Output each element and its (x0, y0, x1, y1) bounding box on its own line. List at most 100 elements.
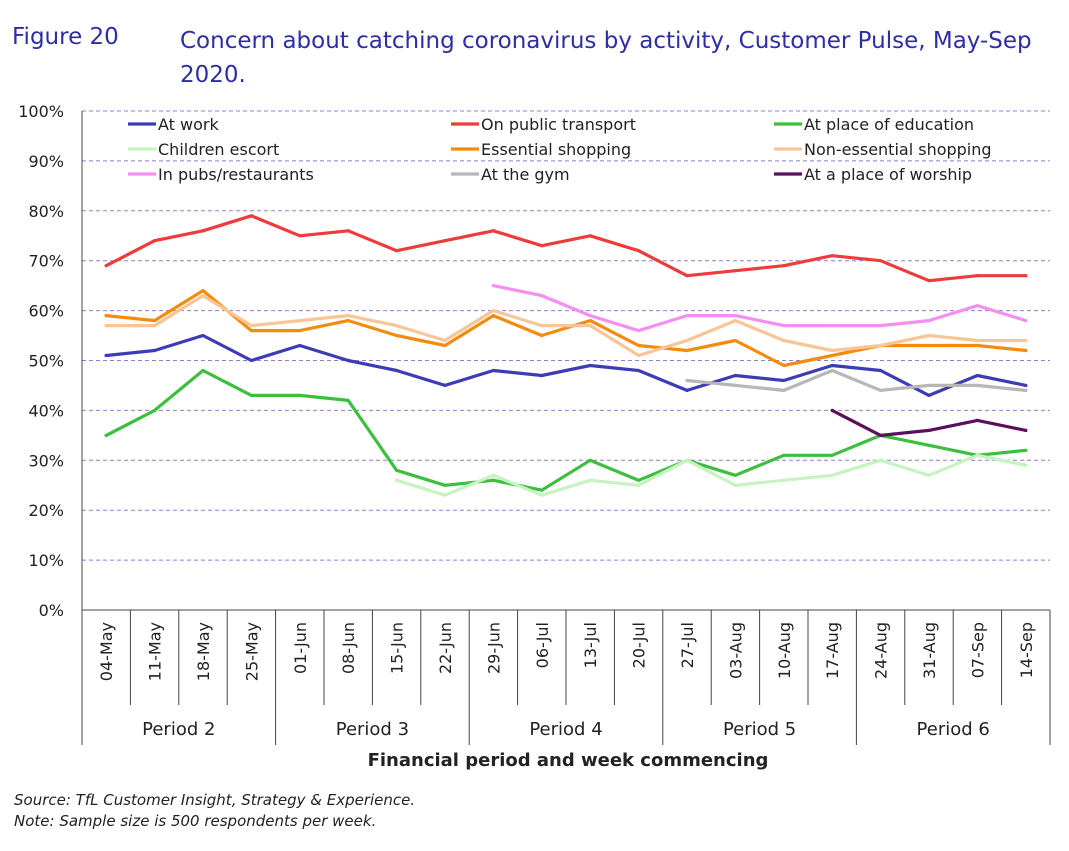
data-point (830, 348, 834, 353)
legend-item: In pubs/restaurants (128, 165, 314, 184)
data-point (830, 323, 834, 328)
legend-item: At a place of worship (774, 165, 972, 184)
source-note: Source: TfL Customer Insight, Strategy &… (14, 791, 416, 809)
figure-label: Figure 20 (12, 24, 119, 50)
data-point (975, 418, 980, 422)
series-line (685, 368, 1028, 392)
x-tick-label: 14-Sep (1017, 622, 1036, 678)
period-label: Period 3 (336, 719, 409, 740)
y-tick-label: 0% (39, 601, 64, 620)
y-tick-label: 20% (28, 501, 64, 520)
data-point (782, 323, 786, 328)
data-point (733, 383, 738, 388)
x-tick-label: 24-Aug (872, 622, 891, 679)
data-point (637, 353, 641, 358)
series-line (104, 333, 1028, 397)
data-point (395, 323, 399, 328)
data-point (588, 234, 592, 238)
legend-item: At work (128, 115, 219, 134)
data-point (733, 269, 738, 273)
series-line (491, 284, 1028, 333)
data-point (443, 493, 447, 497)
data-point (443, 483, 447, 487)
data-point (298, 318, 302, 323)
data-point (927, 343, 931, 348)
data-point (540, 294, 544, 298)
y-tick-label: 50% (28, 352, 64, 371)
legend-label: At a place of worship (804, 165, 972, 184)
x-tick-label: 07-Sep (968, 622, 987, 678)
data-point (104, 313, 108, 318)
x-tick-label: 22-Jun (436, 622, 455, 674)
data-point (975, 453, 980, 457)
x-tick-label: 13-Jul (581, 622, 600, 668)
data-point (733, 473, 738, 477)
data-point (830, 368, 834, 373)
line-chart: 0% 10% 20% 30% 40% 50% 60% 70% 80% 90% 100% 04-May 1… (18, 102, 1051, 771)
data-point (637, 483, 641, 487)
data-point (443, 383, 447, 388)
data-point (1024, 348, 1028, 353)
data-point (201, 294, 205, 298)
data-point (540, 244, 544, 248)
y-tick-label: 90% (28, 152, 64, 171)
data-point (491, 309, 495, 313)
data-point (395, 478, 399, 482)
data-point (346, 229, 350, 233)
data-point (637, 343, 641, 348)
data-point (830, 473, 834, 477)
sample-note: Note: Sample size is 500 respondents per… (14, 812, 377, 830)
data-point (443, 239, 447, 243)
data-point (1024, 274, 1028, 278)
y-tick-label: 10% (28, 551, 64, 570)
data-point (782, 388, 786, 393)
data-point (927, 383, 931, 388)
data-point (588, 318, 592, 323)
legend-label: In pubs/restaurants (158, 165, 314, 184)
data-point (782, 338, 786, 343)
data-point (927, 279, 931, 283)
data-point (733, 373, 738, 378)
data-point (491, 368, 495, 373)
legend-label: On public transport (481, 115, 636, 134)
data-point (685, 338, 689, 343)
x-tick-label: 17-Aug (823, 622, 842, 679)
legend-label: At place of education (804, 115, 974, 134)
data-point (927, 393, 931, 398)
data-point (1024, 318, 1028, 323)
data-point (685, 388, 689, 393)
data-point (104, 353, 108, 358)
period-label: Period 4 (529, 719, 602, 740)
data-point (201, 289, 205, 293)
data-point (975, 274, 980, 278)
x-tick-label: 10-Aug (775, 622, 794, 679)
data-point (1024, 388, 1028, 393)
series-layer (104, 214, 1028, 497)
data-point (395, 333, 399, 338)
y-tick-label: 60% (28, 302, 64, 321)
data-point (637, 328, 641, 333)
data-point (588, 313, 592, 318)
data-point (1024, 463, 1028, 467)
data-point (201, 229, 205, 233)
data-point (249, 214, 253, 218)
data-point (443, 343, 447, 348)
data-point (975, 338, 980, 343)
data-point (685, 378, 689, 383)
grid-layer (82, 110, 1050, 561)
x-tick-label: 27-Jul (678, 622, 697, 668)
data-point (201, 368, 205, 373)
data-point (685, 348, 689, 353)
data-point (298, 393, 302, 398)
data-point (975, 343, 980, 348)
data-point (733, 483, 738, 487)
data-point (346, 358, 350, 363)
data-point (975, 373, 980, 378)
data-point (879, 368, 883, 373)
data-point (685, 274, 689, 278)
legend-label: Essential shopping (481, 140, 631, 159)
data-point (249, 323, 253, 328)
data-point (830, 254, 834, 258)
data-point (540, 373, 544, 378)
x-tick-label: 11-May (146, 622, 165, 681)
